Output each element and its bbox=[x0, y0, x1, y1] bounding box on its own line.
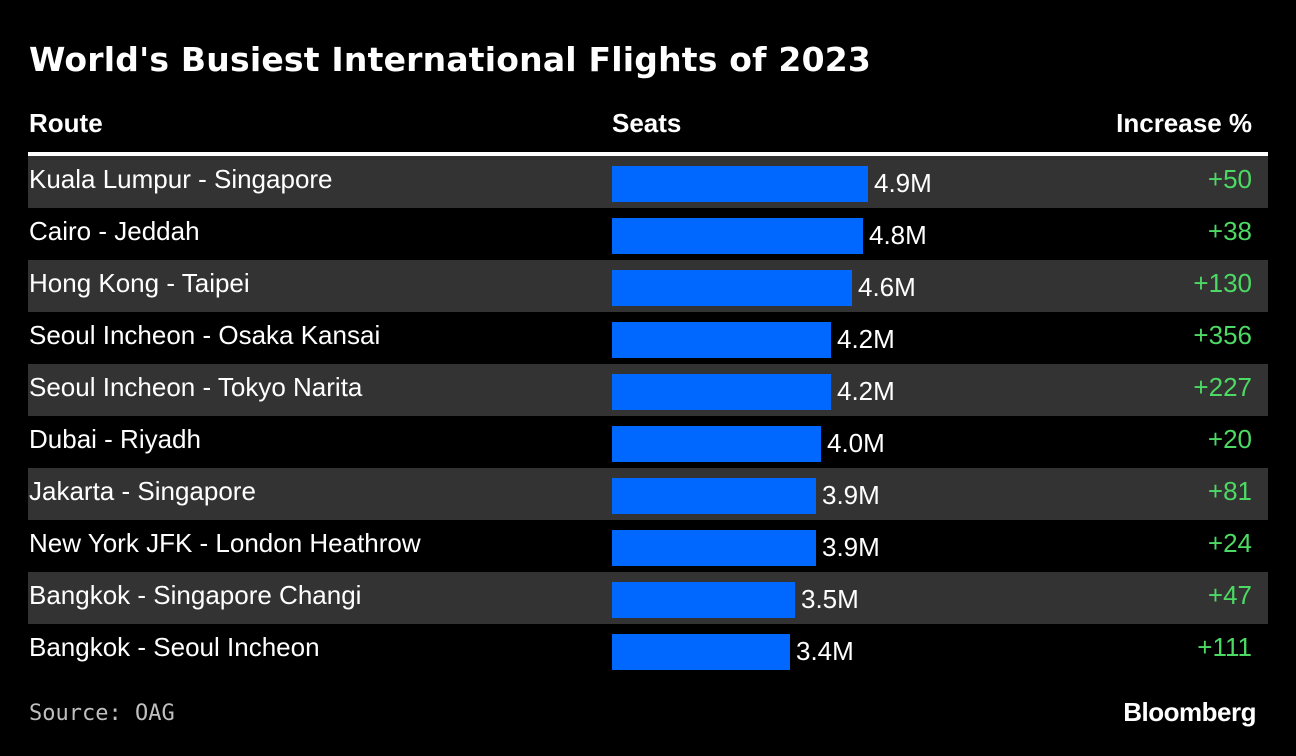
increase-value: +24 bbox=[1207, 528, 1252, 558]
seats-value-label: 3.4M bbox=[796, 636, 854, 666]
flights-table: Kuala Lumpur - Singapore 4.9M +50 Cairo - J… bbox=[28, 156, 1268, 676]
table-row: New York JFK - London Heathrow 3.9M +24 bbox=[28, 520, 1268, 572]
table-row: Hong Kong - Taipei 4.6M +130 bbox=[28, 260, 1268, 312]
table-row: Dubai - Riyadh 4.0M +20 bbox=[28, 416, 1268, 468]
seats-bar bbox=[612, 322, 831, 358]
seats-value-label: 4.6M bbox=[858, 272, 916, 302]
seats-bar bbox=[612, 426, 821, 462]
seats-value-label: 4.8M bbox=[869, 220, 927, 250]
route-label: Jakarta - Singapore bbox=[29, 476, 256, 506]
increase-value: +50 bbox=[1207, 164, 1252, 194]
route-label: Hong Kong - Taipei bbox=[29, 268, 250, 298]
increase-value: +47 bbox=[1207, 580, 1252, 610]
seats-bar bbox=[612, 634, 790, 670]
seats-bar bbox=[612, 166, 868, 202]
column-header-increase: Increase % bbox=[1116, 108, 1252, 138]
header-divider bbox=[28, 152, 1268, 156]
table-row: Bangkok - Singapore Changi 3.5M +47 bbox=[28, 572, 1268, 624]
table-row: Bangkok - Seoul Incheon 3.4M +111 bbox=[28, 624, 1268, 676]
seats-value-label: 4.2M bbox=[837, 376, 895, 406]
route-label: Seoul Incheon - Osaka Kansai bbox=[29, 320, 381, 350]
seats-bar bbox=[612, 478, 816, 514]
seats-value-label: 4.0M bbox=[827, 428, 885, 458]
bloomberg-logo: Bloomberg bbox=[1123, 697, 1256, 727]
seats-bar bbox=[612, 530, 816, 566]
table-row: Cairo - Jeddah 4.8M +38 bbox=[28, 208, 1268, 260]
increase-value: +356 bbox=[1193, 320, 1252, 350]
increase-value: +81 bbox=[1207, 476, 1252, 506]
seats-value-label: 3.5M bbox=[801, 584, 859, 614]
seats-value-label: 3.9M bbox=[822, 532, 880, 562]
seats-value-label: 4.9M bbox=[874, 168, 932, 198]
seats-bar bbox=[612, 218, 863, 254]
table-row: Seoul Incheon - Osaka Kansai 4.2M +356 bbox=[28, 312, 1268, 364]
route-label: Seoul Incheon - Tokyo Narita bbox=[29, 372, 363, 402]
route-label: Bangkok - Singapore Changi bbox=[29, 580, 362, 610]
table-row: Jakarta - Singapore 3.9M +81 bbox=[28, 468, 1268, 520]
seats-bar bbox=[612, 582, 795, 618]
route-label: Bangkok - Seoul Incheon bbox=[29, 632, 320, 662]
seats-value-label: 3.9M bbox=[822, 480, 880, 510]
chart-title: World's Busiest International Flights of… bbox=[29, 40, 872, 79]
seats-value-label: 4.2M bbox=[837, 324, 895, 354]
increase-value: +227 bbox=[1193, 372, 1252, 402]
table-row: Kuala Lumpur - Singapore 4.9M +50 bbox=[28, 156, 1268, 208]
route-label: Dubai - Riyadh bbox=[29, 424, 201, 454]
increase-value: +20 bbox=[1207, 424, 1252, 454]
route-label: Cairo - Jeddah bbox=[29, 216, 200, 246]
increase-value: +38 bbox=[1207, 216, 1252, 246]
source-note: Source: OAG bbox=[29, 701, 175, 726]
seats-bar bbox=[612, 374, 831, 410]
table-row: Seoul Incheon - Tokyo Narita 4.2M +227 bbox=[28, 364, 1268, 416]
route-label: New York JFK - London Heathrow bbox=[29, 528, 421, 558]
increase-value: +111 bbox=[1197, 632, 1252, 662]
increase-value: +130 bbox=[1193, 268, 1252, 298]
column-header-route: Route bbox=[29, 108, 103, 138]
seats-bar bbox=[612, 270, 852, 306]
route-label: Kuala Lumpur - Singapore bbox=[29, 164, 333, 194]
column-header-seats: Seats bbox=[612, 108, 682, 138]
